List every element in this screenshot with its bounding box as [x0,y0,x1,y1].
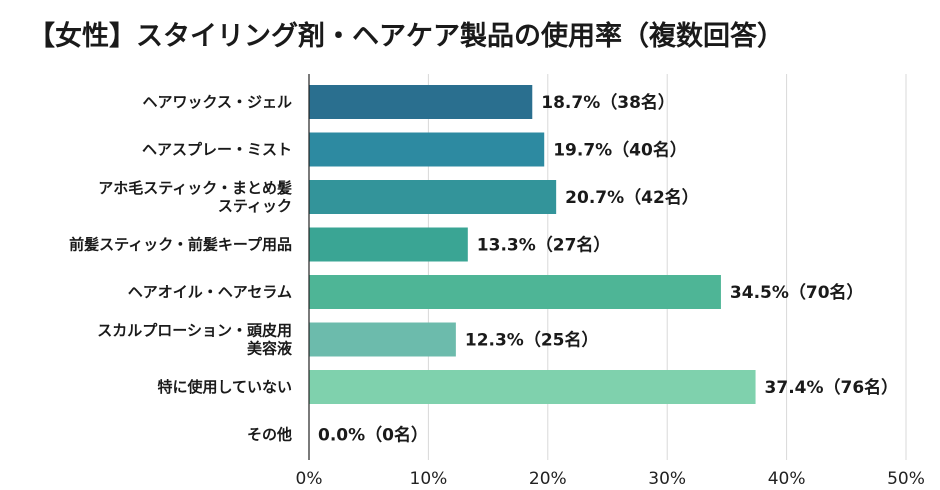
category-label: スティック [218,197,292,215]
data-label: 18.7%（38名） [541,92,675,113]
category-label: その他 [247,426,292,444]
data-label: 0.0%（0名） [318,425,428,446]
bar [309,227,468,262]
bar [309,132,545,167]
category-label: スカルプローション・頭皮用 [97,322,292,340]
bar [309,275,721,309]
x-tick-label: 50% [887,469,925,489]
category-label: 特に使用していない [157,378,292,396]
bar [309,85,533,119]
data-label: 12.3%（25名） [465,330,599,351]
category-label: 美容液 [247,340,293,358]
bar [309,322,456,357]
category-label: ヘアスプレー・ミスト [142,141,292,159]
chart-title: 【女性】スタイリング剤・ヘアケア製品の使用率（複数回答） [28,21,784,52]
bars [309,85,756,404]
x-tick-label: 30% [648,469,686,489]
category-label: ヘアワックス・ジェル [142,93,292,111]
category-label: 前髪スティック・前髪キープ用品 [69,236,292,254]
data-label: 20.7%（42名） [565,187,699,208]
data-label: 34.5%（70名） [730,282,864,303]
labels: 0% 10% 20% 30% 40% 50% 18.7%（38名） ヘアワックス・ジェル 19.… [69,92,925,489]
data-label: 19.7%（40名） [553,140,687,161]
data-label: 13.3%（27名） [477,235,611,256]
bar [309,180,557,214]
x-tick-label: 10% [410,469,448,489]
category-label: アホ毛スティック・まとめ髪 [98,179,292,197]
bar [309,370,756,404]
x-tick-label: 20% [529,469,567,489]
data-label: 37.4%（76名） [765,377,899,398]
x-tick-label: 0% [296,469,323,489]
x-tick-label: 40% [768,469,806,489]
category-label: ヘアオイル・ヘアセラム [128,283,292,301]
